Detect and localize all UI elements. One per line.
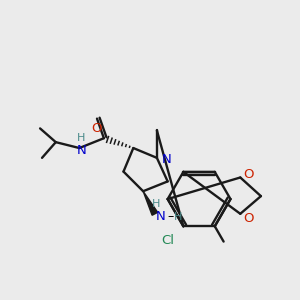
Polygon shape (143, 191, 158, 215)
Text: H: H (77, 133, 86, 143)
Text: O: O (243, 212, 254, 225)
Text: Cl: Cl (161, 234, 174, 247)
Text: O: O (243, 168, 254, 181)
Text: H: H (174, 212, 182, 222)
Text: H: H (152, 199, 160, 209)
Text: N: N (162, 153, 172, 166)
Text: O: O (91, 122, 101, 135)
Text: N: N (156, 210, 166, 223)
Text: –: – (168, 210, 174, 223)
Text: N: N (76, 143, 86, 157)
